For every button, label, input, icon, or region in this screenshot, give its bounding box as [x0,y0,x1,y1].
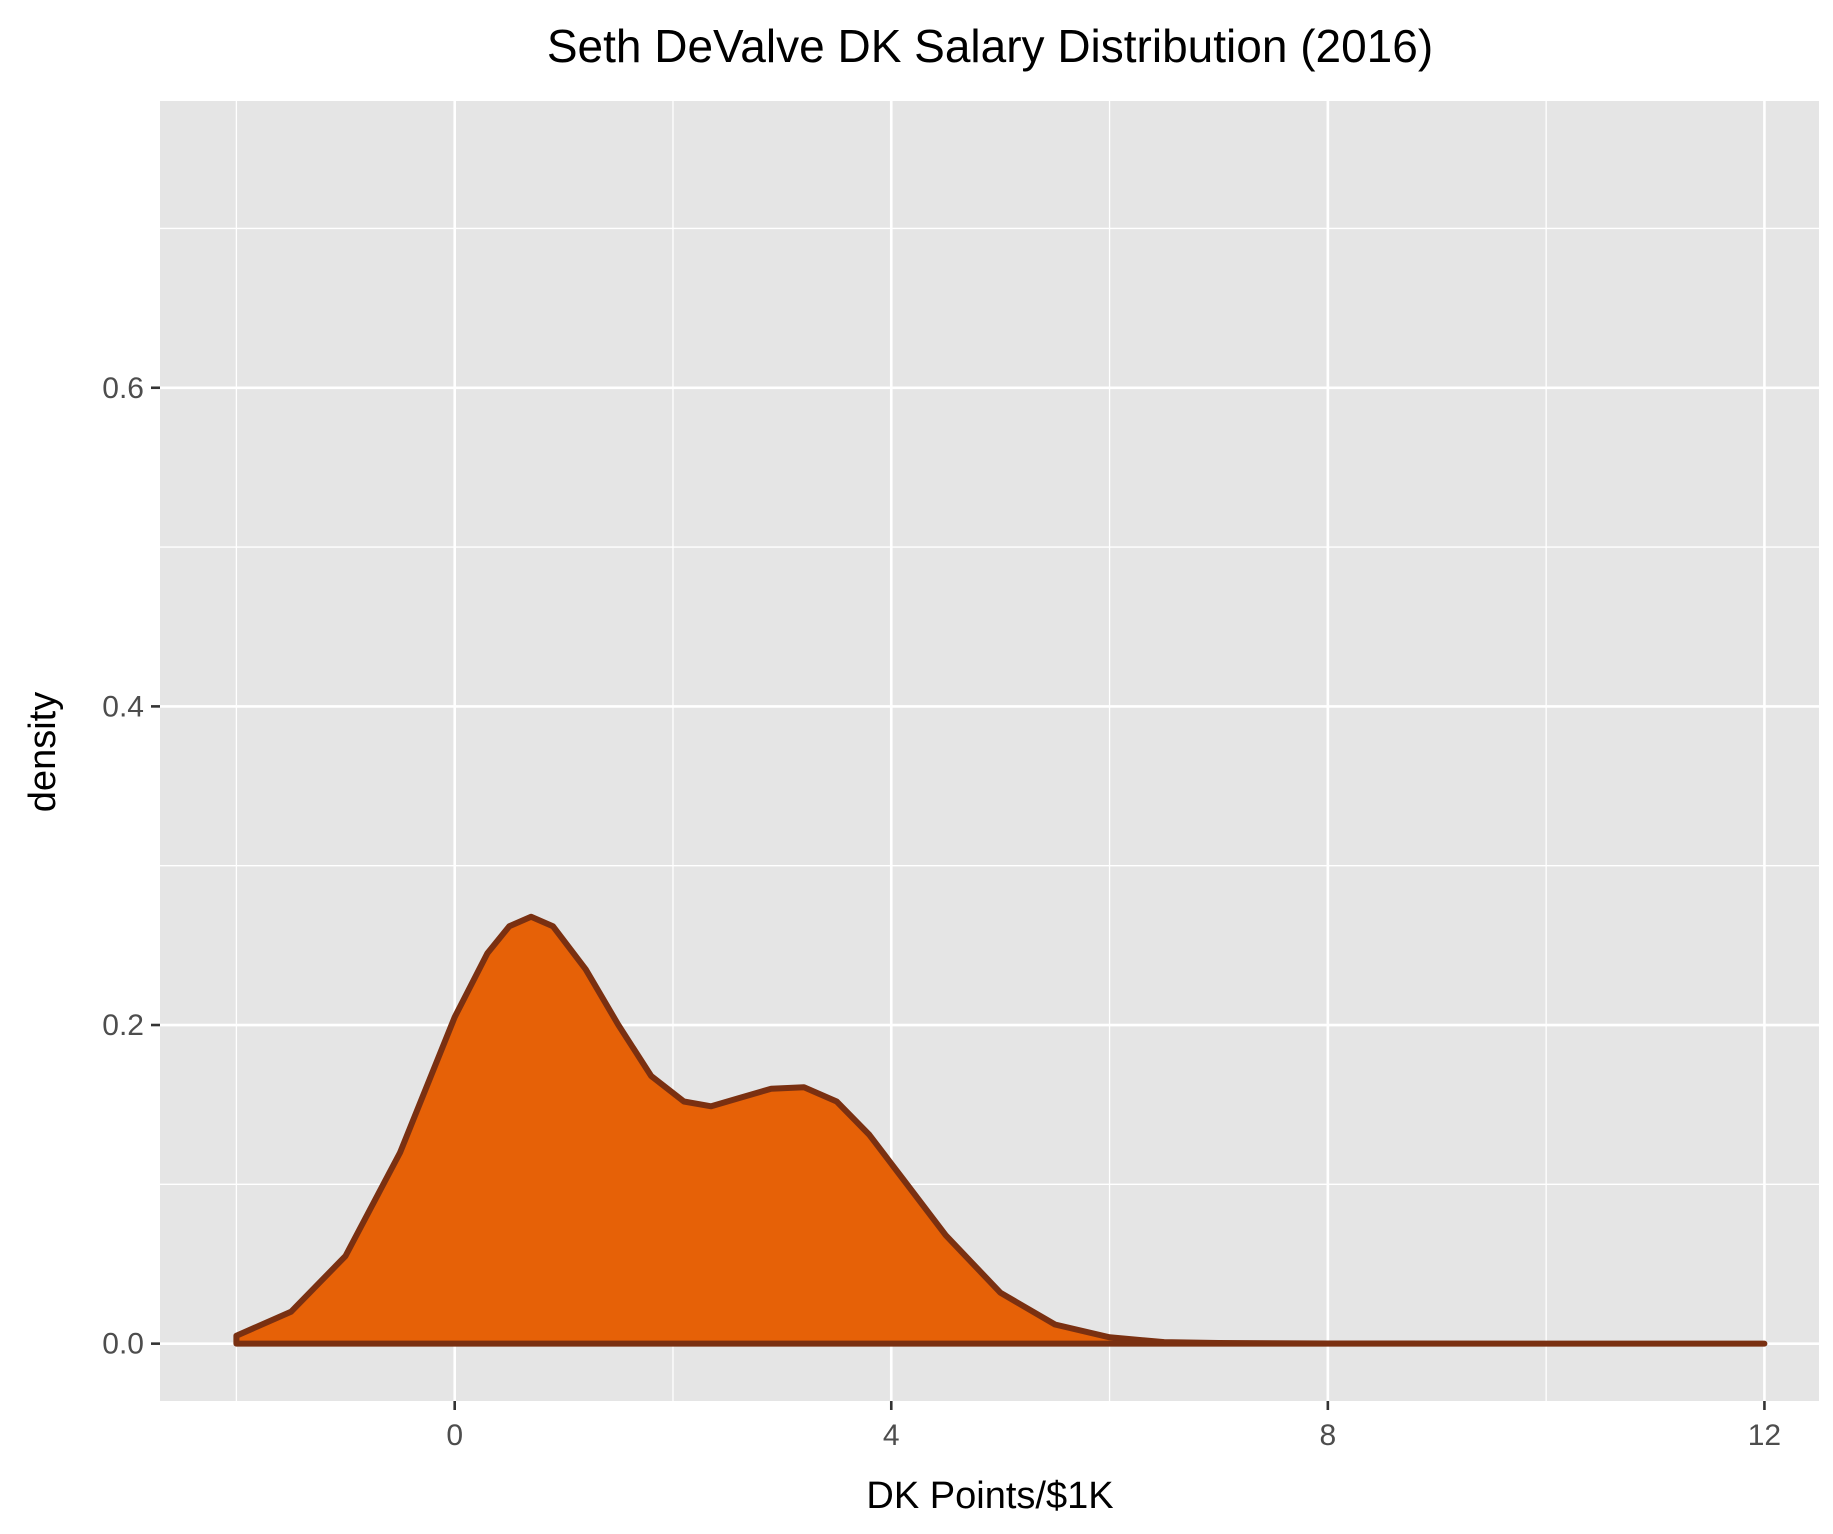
y-tick-label: 0.6 [102,372,144,405]
chart-title: Seth DeValve DK Salary Distribution (201… [547,20,1433,72]
x-tick-label: 8 [1320,1419,1337,1452]
y-axis-title: density [22,692,64,812]
x-tick-label: 0 [446,1419,463,1452]
x-tick-label: 12 [1748,1419,1781,1452]
x-tick-label: 4 [883,1419,900,1452]
x-axis-title: DK Points/$1K [866,1475,1113,1517]
y-tick-label: 0.0 [102,1328,144,1361]
y-tick-label: 0.4 [102,690,144,723]
density-area [233,913,1768,1347]
minor-gridlines [160,101,1819,1401]
y-tick-label: 0.2 [102,1009,144,1042]
y-axis: 0.0 0.2 0.4 0.6 [102,372,160,1361]
x-axis: 0 4 8 12 [446,1401,1781,1452]
density-series [233,913,1768,1347]
